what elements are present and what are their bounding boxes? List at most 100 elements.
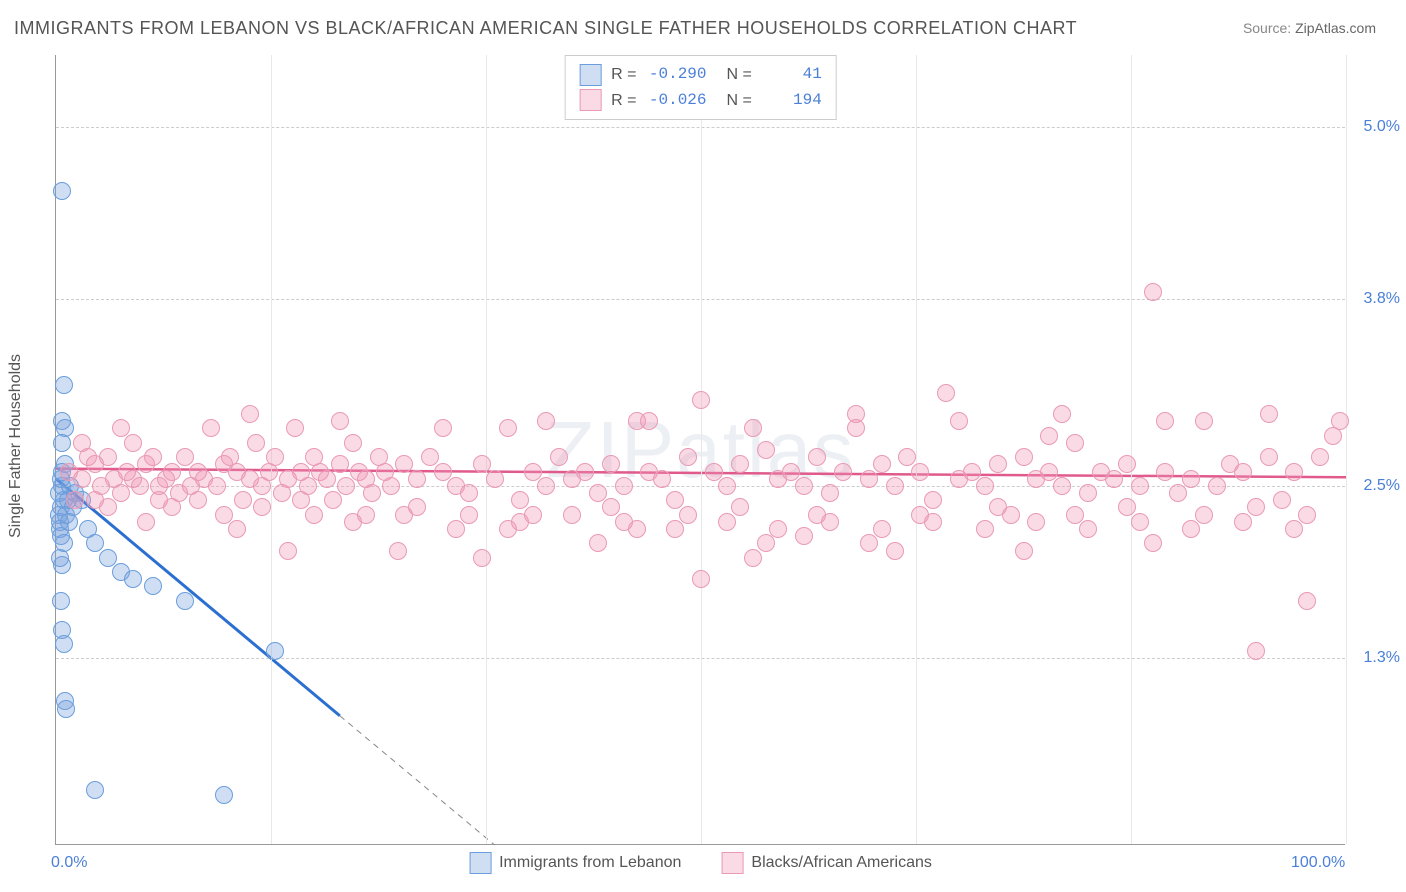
data-point (550, 448, 568, 466)
data-point (389, 542, 407, 560)
data-point (208, 477, 226, 495)
data-point (976, 520, 994, 538)
y-tick-label: 3.8% (1350, 290, 1400, 308)
data-point (73, 470, 91, 488)
r-label: R = (611, 88, 636, 114)
data-point (331, 412, 349, 430)
data-point (292, 491, 310, 509)
data-point (1331, 412, 1349, 430)
data-point (215, 506, 233, 524)
data-point (679, 448, 697, 466)
data-point (1247, 498, 1265, 516)
data-point (460, 484, 478, 502)
data-point (757, 441, 775, 459)
data-point (241, 405, 259, 423)
data-point (1169, 484, 1187, 502)
data-point (718, 513, 736, 531)
data-point (344, 513, 362, 531)
legend-swatch (579, 64, 601, 86)
data-point (189, 491, 207, 509)
data-point (99, 498, 117, 516)
source-label: Source: (1243, 20, 1295, 36)
data-point (53, 434, 71, 452)
data-point (1234, 463, 1252, 481)
data-point (112, 419, 130, 437)
data-point (989, 498, 1007, 516)
data-point (692, 391, 710, 409)
data-point (421, 448, 439, 466)
legend-series-item: Immigrants from Lebanon (469, 852, 681, 874)
y-tick-label: 5.0% (1350, 118, 1400, 136)
data-point (898, 448, 916, 466)
data-point (1298, 592, 1316, 610)
data-point (834, 463, 852, 481)
gridline-v (486, 55, 487, 844)
data-point (305, 506, 323, 524)
data-point (247, 434, 265, 452)
data-point (589, 534, 607, 552)
data-point (976, 477, 994, 495)
data-point (1053, 405, 1071, 423)
data-point (1182, 520, 1200, 538)
data-point (1105, 470, 1123, 488)
data-point (434, 463, 452, 481)
data-point (131, 477, 149, 495)
y-tick-label: 1.3% (1350, 649, 1400, 667)
data-point (950, 412, 968, 430)
data-point (589, 484, 607, 502)
x-tick-label: 100.0% (1291, 854, 1345, 872)
data-point (1053, 477, 1071, 495)
data-point (537, 412, 555, 430)
data-point (911, 506, 929, 524)
data-point (1066, 434, 1084, 452)
legend-swatch (721, 852, 743, 874)
data-point (286, 419, 304, 437)
source-attribution: Source: ZipAtlas.com (1243, 20, 1376, 36)
data-point (337, 477, 355, 495)
trend-line (56, 479, 340, 716)
data-point (331, 455, 349, 473)
data-point (1156, 412, 1174, 430)
gridline-v (1131, 55, 1132, 844)
data-point (602, 498, 620, 516)
data-point (653, 470, 671, 488)
data-point (744, 549, 762, 567)
plot-area: ZIPatlas R =-0.290N =41R =-0.026N =194 I… (55, 55, 1345, 845)
data-point (576, 463, 594, 481)
legend-swatch (469, 852, 491, 874)
data-point (860, 534, 878, 552)
data-point (1015, 542, 1033, 560)
data-point (705, 463, 723, 481)
data-point (473, 549, 491, 567)
data-point (318, 470, 336, 488)
data-point (363, 484, 381, 502)
data-point (55, 635, 73, 653)
data-point (511, 491, 529, 509)
data-point (782, 463, 800, 481)
data-point (124, 434, 142, 452)
data-point (73, 434, 91, 452)
data-point (105, 470, 123, 488)
data-point (228, 520, 246, 538)
data-point (395, 455, 413, 473)
data-point (602, 455, 620, 473)
data-point (731, 455, 749, 473)
data-point (563, 506, 581, 524)
data-point (176, 448, 194, 466)
data-point (1311, 448, 1329, 466)
data-point (499, 520, 517, 538)
gridline-v (1346, 55, 1347, 844)
n-label: N = (727, 88, 752, 114)
data-point (473, 455, 491, 473)
data-point (434, 419, 452, 437)
data-point (1285, 463, 1303, 481)
data-point (486, 470, 504, 488)
data-point (1118, 455, 1136, 473)
correlation-legend: R =-0.290N =41R =-0.026N =194 (564, 55, 837, 120)
data-point (679, 506, 697, 524)
data-point (1234, 513, 1252, 531)
n-value: 194 (762, 88, 822, 114)
data-point (408, 470, 426, 488)
chart-title: IMMIGRANTS FROM LEBANON VS BLACK/AFRICAN… (14, 18, 1077, 39)
data-point (144, 577, 162, 595)
